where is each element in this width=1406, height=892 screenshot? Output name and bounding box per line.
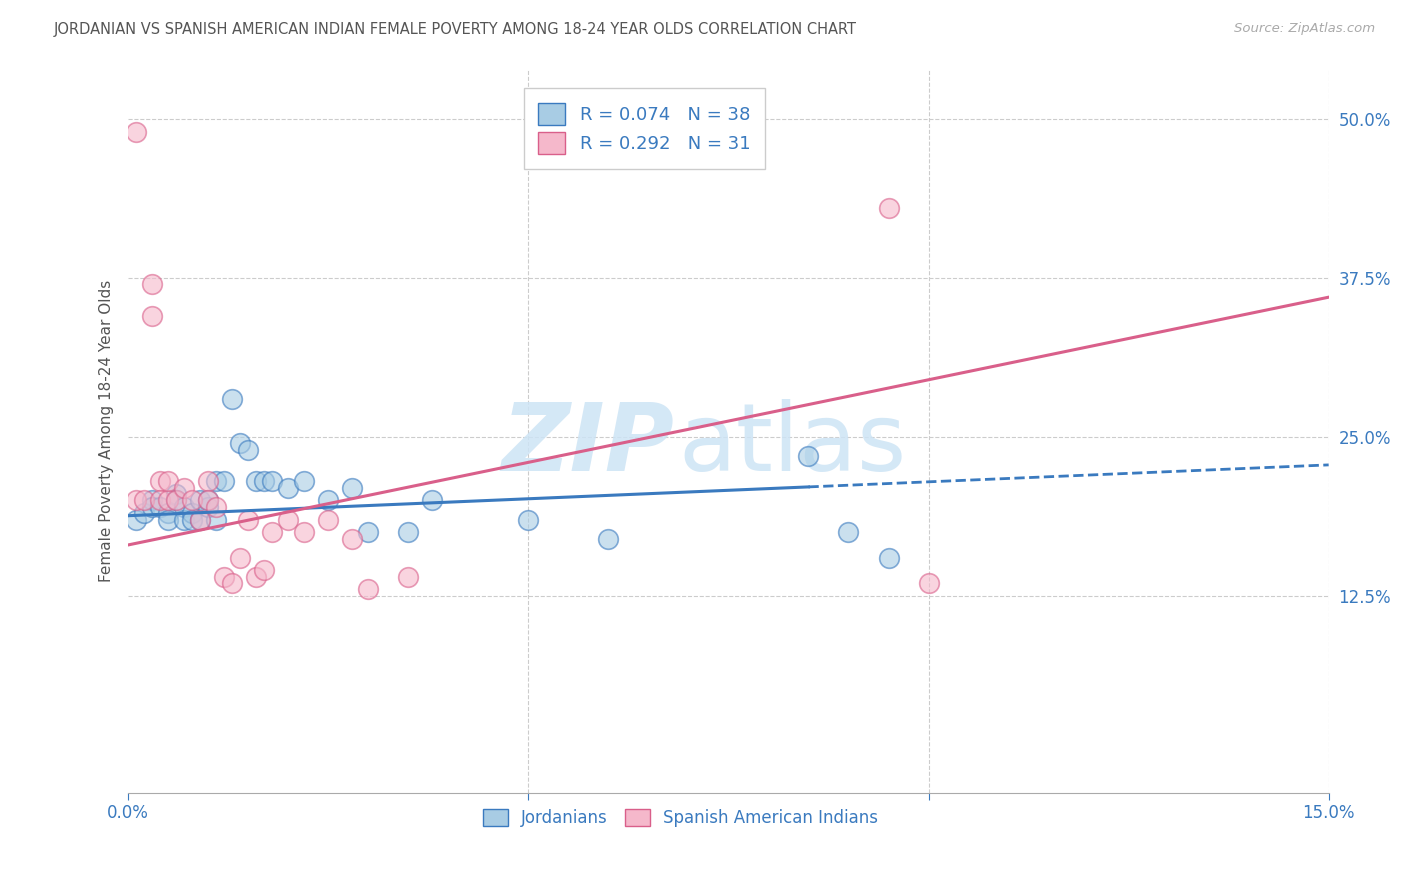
Point [205, 500, 228, 514]
Point [188, 512, 211, 526]
Point [173, 500, 195, 514]
Point [318, 493, 340, 508]
Text: atlas: atlas [678, 399, 907, 491]
Point [165, 487, 187, 501]
Point [877, 201, 900, 215]
Point [181, 506, 204, 520]
Point [229, 550, 252, 565]
Point [396, 525, 419, 540]
Point [357, 525, 380, 540]
Point [837, 525, 859, 540]
Point [141, 500, 163, 514]
Point [197, 493, 219, 508]
Point [181, 493, 204, 508]
Point [214, 475, 236, 489]
Y-axis label: Female Poverty Among 18-24 Year Olds: Female Poverty Among 18-24 Year Olds [100, 279, 114, 582]
Point [165, 493, 187, 508]
Point [157, 475, 180, 489]
Point [292, 475, 315, 489]
Point [214, 570, 236, 584]
Point [396, 570, 419, 584]
Point [221, 392, 243, 406]
Point [253, 475, 276, 489]
Point [797, 449, 820, 463]
Text: ZIP: ZIP [502, 399, 675, 491]
Point [141, 277, 163, 292]
Point [318, 512, 340, 526]
Point [188, 493, 211, 508]
Point [149, 493, 172, 508]
Text: Source: ZipAtlas.com: Source: ZipAtlas.com [1234, 22, 1375, 36]
Point [197, 475, 219, 489]
Point [221, 576, 243, 591]
Point [125, 125, 148, 139]
Point [157, 493, 180, 508]
Point [205, 475, 228, 489]
Point [181, 512, 204, 526]
Legend: Jordanians, Spanish American Indians: Jordanians, Spanish American Indians [475, 800, 886, 835]
Point [229, 436, 252, 450]
Point [188, 512, 211, 526]
Point [245, 475, 267, 489]
Point [141, 493, 163, 508]
Point [342, 481, 364, 495]
Point [517, 512, 540, 526]
Point [917, 576, 939, 591]
Point [277, 512, 299, 526]
Point [165, 493, 187, 508]
Point [141, 310, 163, 324]
Point [197, 493, 219, 508]
Point [342, 532, 364, 546]
Point [877, 550, 900, 565]
Point [149, 500, 172, 514]
Point [292, 525, 315, 540]
Point [157, 512, 180, 526]
Point [197, 500, 219, 514]
Point [253, 563, 276, 577]
Point [262, 525, 284, 540]
Point [125, 493, 148, 508]
Text: JORDANIAN VS SPANISH AMERICAN INDIAN FEMALE POVERTY AMONG 18-24 YEAR OLDS CORREL: JORDANIAN VS SPANISH AMERICAN INDIAN FEM… [53, 22, 856, 37]
Point [422, 493, 444, 508]
Point [598, 532, 620, 546]
Point [238, 442, 260, 457]
Point [245, 570, 267, 584]
Point [134, 506, 156, 520]
Point [205, 512, 228, 526]
Point [262, 475, 284, 489]
Point [134, 493, 156, 508]
Point [173, 481, 195, 495]
Point [357, 582, 380, 597]
Point [157, 506, 180, 520]
Point [125, 512, 148, 526]
Point [238, 512, 260, 526]
Point [149, 475, 172, 489]
Point [173, 512, 195, 526]
Point [277, 481, 299, 495]
